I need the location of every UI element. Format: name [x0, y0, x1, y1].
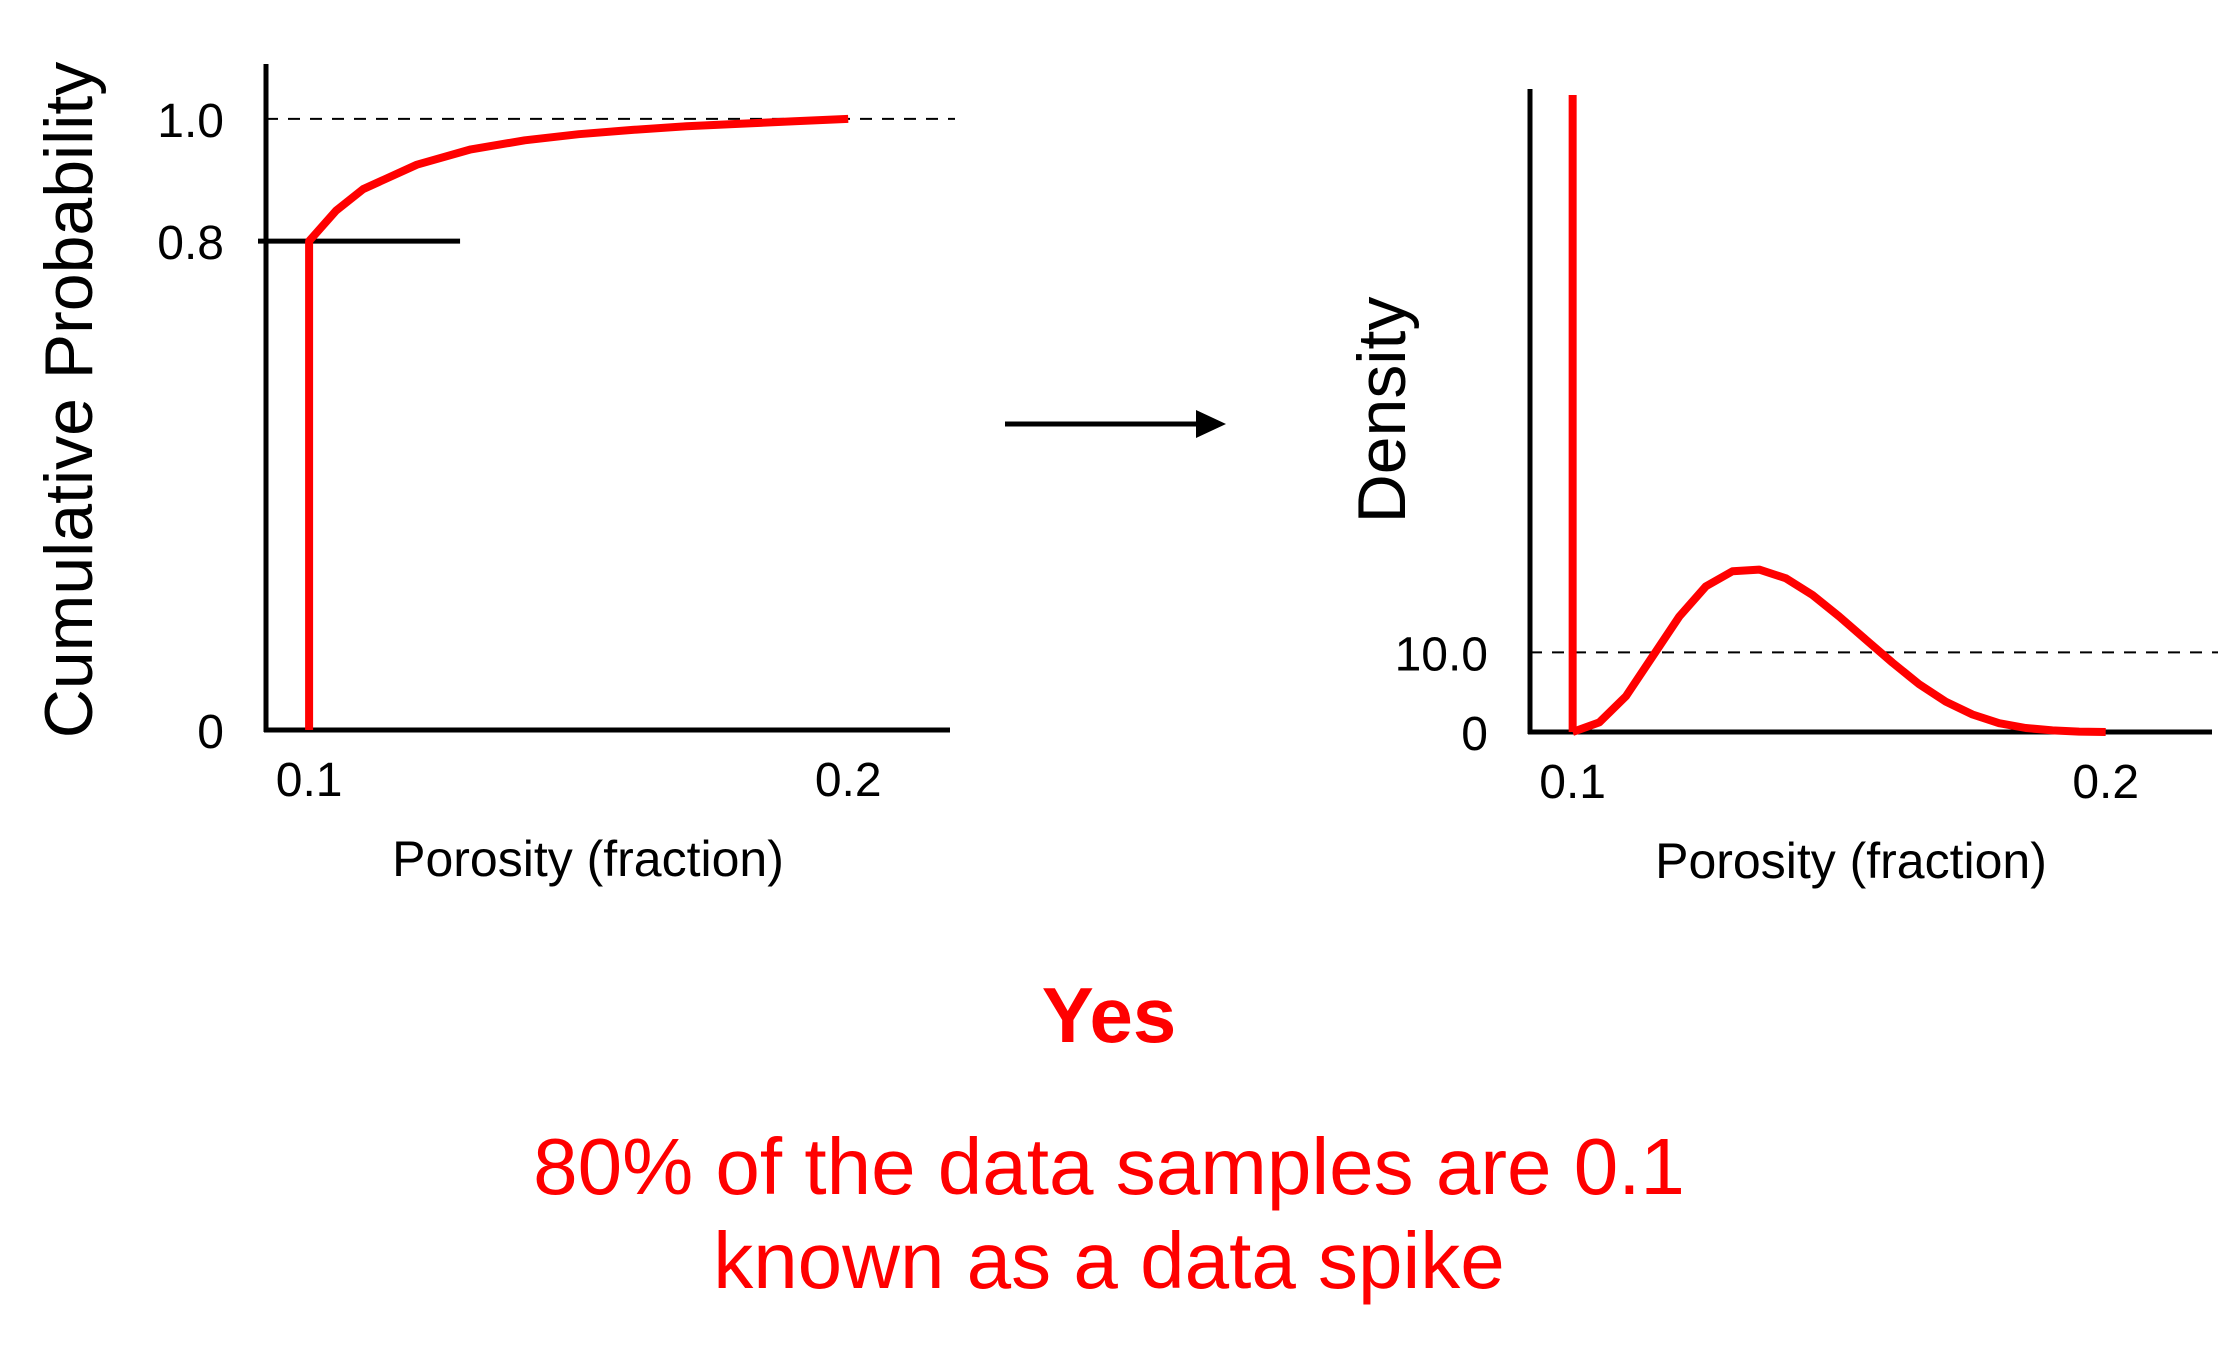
- pdf-series-line: [1571, 565, 2106, 736]
- verdict-text: Yes: [1041, 971, 1177, 1059]
- note-line-1: 80% of the data samples are 0.1: [533, 1122, 1685, 1211]
- pdf-chart: 010.0 0.1 0.2 Porosity (fraction) Density: [1344, 89, 2218, 889]
- cdf-x-ticks: 0.1 0.2: [276, 754, 882, 807]
- pdf-y-ticks: 010.0: [1395, 628, 1488, 761]
- pdf-y-tick-label-0: 0: [1461, 708, 1488, 761]
- cdf-x-axis-label: Porosity (fraction): [392, 831, 784, 887]
- transform-arrow: [1005, 410, 1226, 438]
- cdf-y-tick-label-2: 1.0: [157, 95, 224, 148]
- cdf-y-tick-label-0: 0: [197, 706, 224, 759]
- arrow-head-icon: [1196, 410, 1226, 438]
- cdf-chart: 0 0.8 1.0 0.1 0.2 Porosity (fraction) Cumul…: [31, 62, 955, 887]
- cdf-y-tick-label-1: 0.8: [157, 217, 224, 270]
- pdf-x-ticks: 0.1 0.2: [1539, 756, 2139, 809]
- pdf-y-axis-label: Density: [1344, 297, 1420, 524]
- cdf-y-ticks: 0 0.8 1.0: [157, 95, 224, 759]
- cdf-y-axis-label: Cumulative Probability: [31, 62, 107, 739]
- cdf-x-tick-label-0: 0.1: [276, 754, 343, 807]
- cdf-series-line: [305, 114, 849, 730]
- note-line-2: known as a data spike: [713, 1216, 1505, 1305]
- pdf-x-tick-label-0: 0.1: [1539, 756, 1606, 809]
- pdf-x-tick-label-1: 0.2: [2072, 756, 2139, 809]
- pdf-y-tick-label-1: 10.0: [1395, 628, 1488, 681]
- pdf-x-axis-label: Porosity (fraction): [1655, 833, 2047, 889]
- explanation-note: 80% of the data samples are 0.1 known as…: [0, 1120, 2218, 1308]
- cdf-x-tick-label-1: 0.2: [815, 754, 882, 807]
